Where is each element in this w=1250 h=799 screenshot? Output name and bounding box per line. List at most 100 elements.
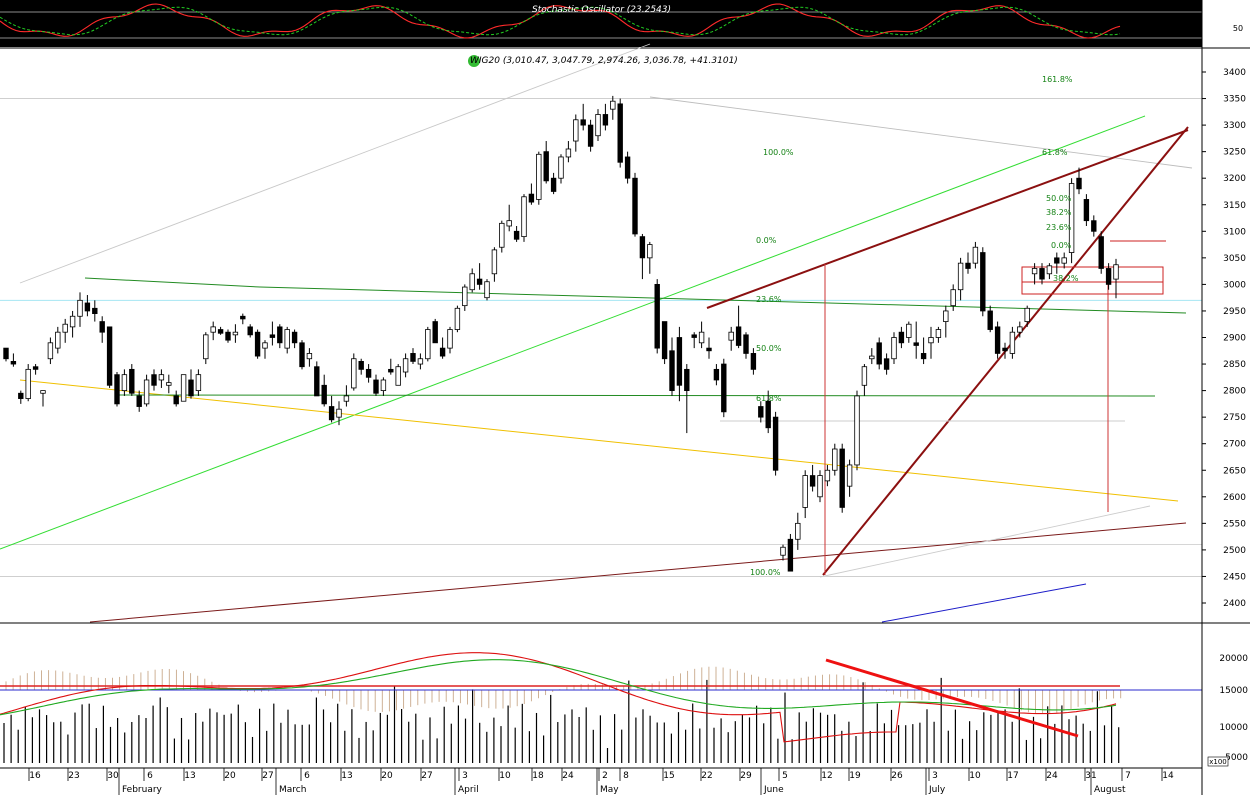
candle-body	[513, 230, 520, 240]
candle-body	[935, 329, 942, 338]
candle-body	[521, 196, 527, 238]
candle-body	[587, 124, 594, 147]
day-tick-label: 2	[602, 771, 608, 781]
candle-body	[395, 366, 401, 386]
day-tick-label: 27	[421, 771, 432, 781]
candle-body	[839, 448, 845, 508]
trendline	[0, 115, 1146, 550]
fibonacci-label: 0.0%	[1051, 241, 1072, 250]
candle-body	[891, 337, 897, 360]
candle-body	[721, 363, 727, 413]
price-tick-label: 2650	[1223, 466, 1246, 476]
candle-body	[950, 289, 956, 307]
candle-body	[291, 331, 298, 344]
day-tick-label: 8	[623, 771, 629, 781]
price-tick-label: 2850	[1223, 360, 1246, 370]
candle-body	[506, 220, 512, 227]
trendline	[19, 43, 651, 284]
day-tick-label: 12	[821, 771, 832, 781]
candle-body	[965, 262, 971, 269]
candle-body	[203, 334, 209, 360]
candle-body	[580, 119, 586, 126]
candle-body	[365, 368, 372, 378]
oscillator-axis-bg	[1202, 0, 1250, 47]
candle-body	[802, 475, 808, 508]
candle-body	[210, 326, 216, 333]
price-grid	[0, 47, 1250, 577]
candle-body	[684, 368, 690, 391]
fibonacci-label: 23.6%	[1046, 223, 1072, 232]
candle-body	[1061, 257, 1067, 264]
candle-body	[69, 315, 76, 328]
month-label: April	[458, 785, 479, 795]
candle-body	[913, 342, 919, 346]
day-tick-label: 30	[107, 771, 119, 781]
candle-body	[306, 353, 313, 360]
instrument-header: WIG20 (3,010.47, 3,047.79, 2,974.26, 3,0…	[470, 56, 738, 66]
candle-body	[669, 350, 675, 391]
candle-body	[484, 281, 490, 299]
candle-body	[25, 368, 31, 399]
day-tick-label: 10	[969, 771, 981, 781]
candle-body	[240, 315, 246, 320]
volume-tick-label: 10000	[1219, 723, 1248, 733]
candle-body	[439, 347, 446, 357]
candle-body	[388, 368, 394, 373]
candle-body	[225, 331, 231, 341]
fibonacci-label: 100.0%	[750, 568, 781, 577]
candle-body	[972, 246, 979, 264]
candle-body	[343, 395, 350, 402]
day-tick-label: 17	[1007, 771, 1018, 781]
volume-tick-label: 15000	[1219, 686, 1248, 696]
candle-body	[846, 464, 853, 487]
price-tick-label: 2600	[1223, 493, 1246, 503]
candle-body	[758, 406, 764, 418]
candle-body	[1083, 199, 1090, 222]
fibonacci-label: 100.0%	[763, 148, 794, 157]
candle-body	[1009, 331, 1016, 354]
candle-body	[358, 360, 364, 370]
candle-body	[321, 384, 327, 405]
candle-body	[328, 406, 335, 421]
candle-body	[195, 374, 202, 392]
candle-body	[661, 321, 668, 360]
signal-line	[0, 659, 1117, 716]
fibonacci-label: 61.8%	[1042, 148, 1068, 157]
fibonacci-label: 61.8%	[756, 394, 782, 403]
candle-body	[943, 310, 949, 322]
unit-box	[1207, 756, 1229, 767]
trendline	[649, 96, 1193, 169]
month-label: August	[1094, 785, 1126, 795]
month-label: February	[122, 785, 163, 795]
candle-body	[166, 382, 172, 386]
candle-body	[499, 222, 505, 248]
divergence-line	[825, 658, 1079, 738]
candle-body	[528, 193, 535, 203]
candle-body	[402, 358, 409, 373]
candle-body	[920, 353, 927, 360]
candle-body	[454, 307, 461, 330]
price-tick-label: 3200	[1223, 174, 1246, 184]
candle-body	[106, 326, 113, 386]
candle-body	[447, 329, 453, 349]
day-tick-label: 13	[341, 771, 352, 781]
candle-body	[765, 400, 771, 429]
candle-body	[1024, 307, 1030, 322]
day-tick-label: 27	[262, 771, 273, 781]
fibonacci-label: 38.2%	[1046, 208, 1072, 217]
price-tick-label: 2550	[1223, 519, 1246, 529]
price-tick-label: 3150	[1223, 201, 1246, 211]
trendline	[881, 583, 1087, 623]
day-tick-label: 6	[304, 771, 310, 781]
candle-body	[1068, 183, 1075, 253]
candle-body	[299, 342, 305, 368]
candle-body	[136, 395, 142, 407]
candle-body	[743, 334, 749, 354]
day-tick-label: 24	[1046, 771, 1058, 781]
day-tick-label: 20	[224, 771, 236, 781]
candle-body	[883, 358, 890, 370]
trendline	[19, 379, 1179, 502]
candle-body	[92, 307, 98, 315]
